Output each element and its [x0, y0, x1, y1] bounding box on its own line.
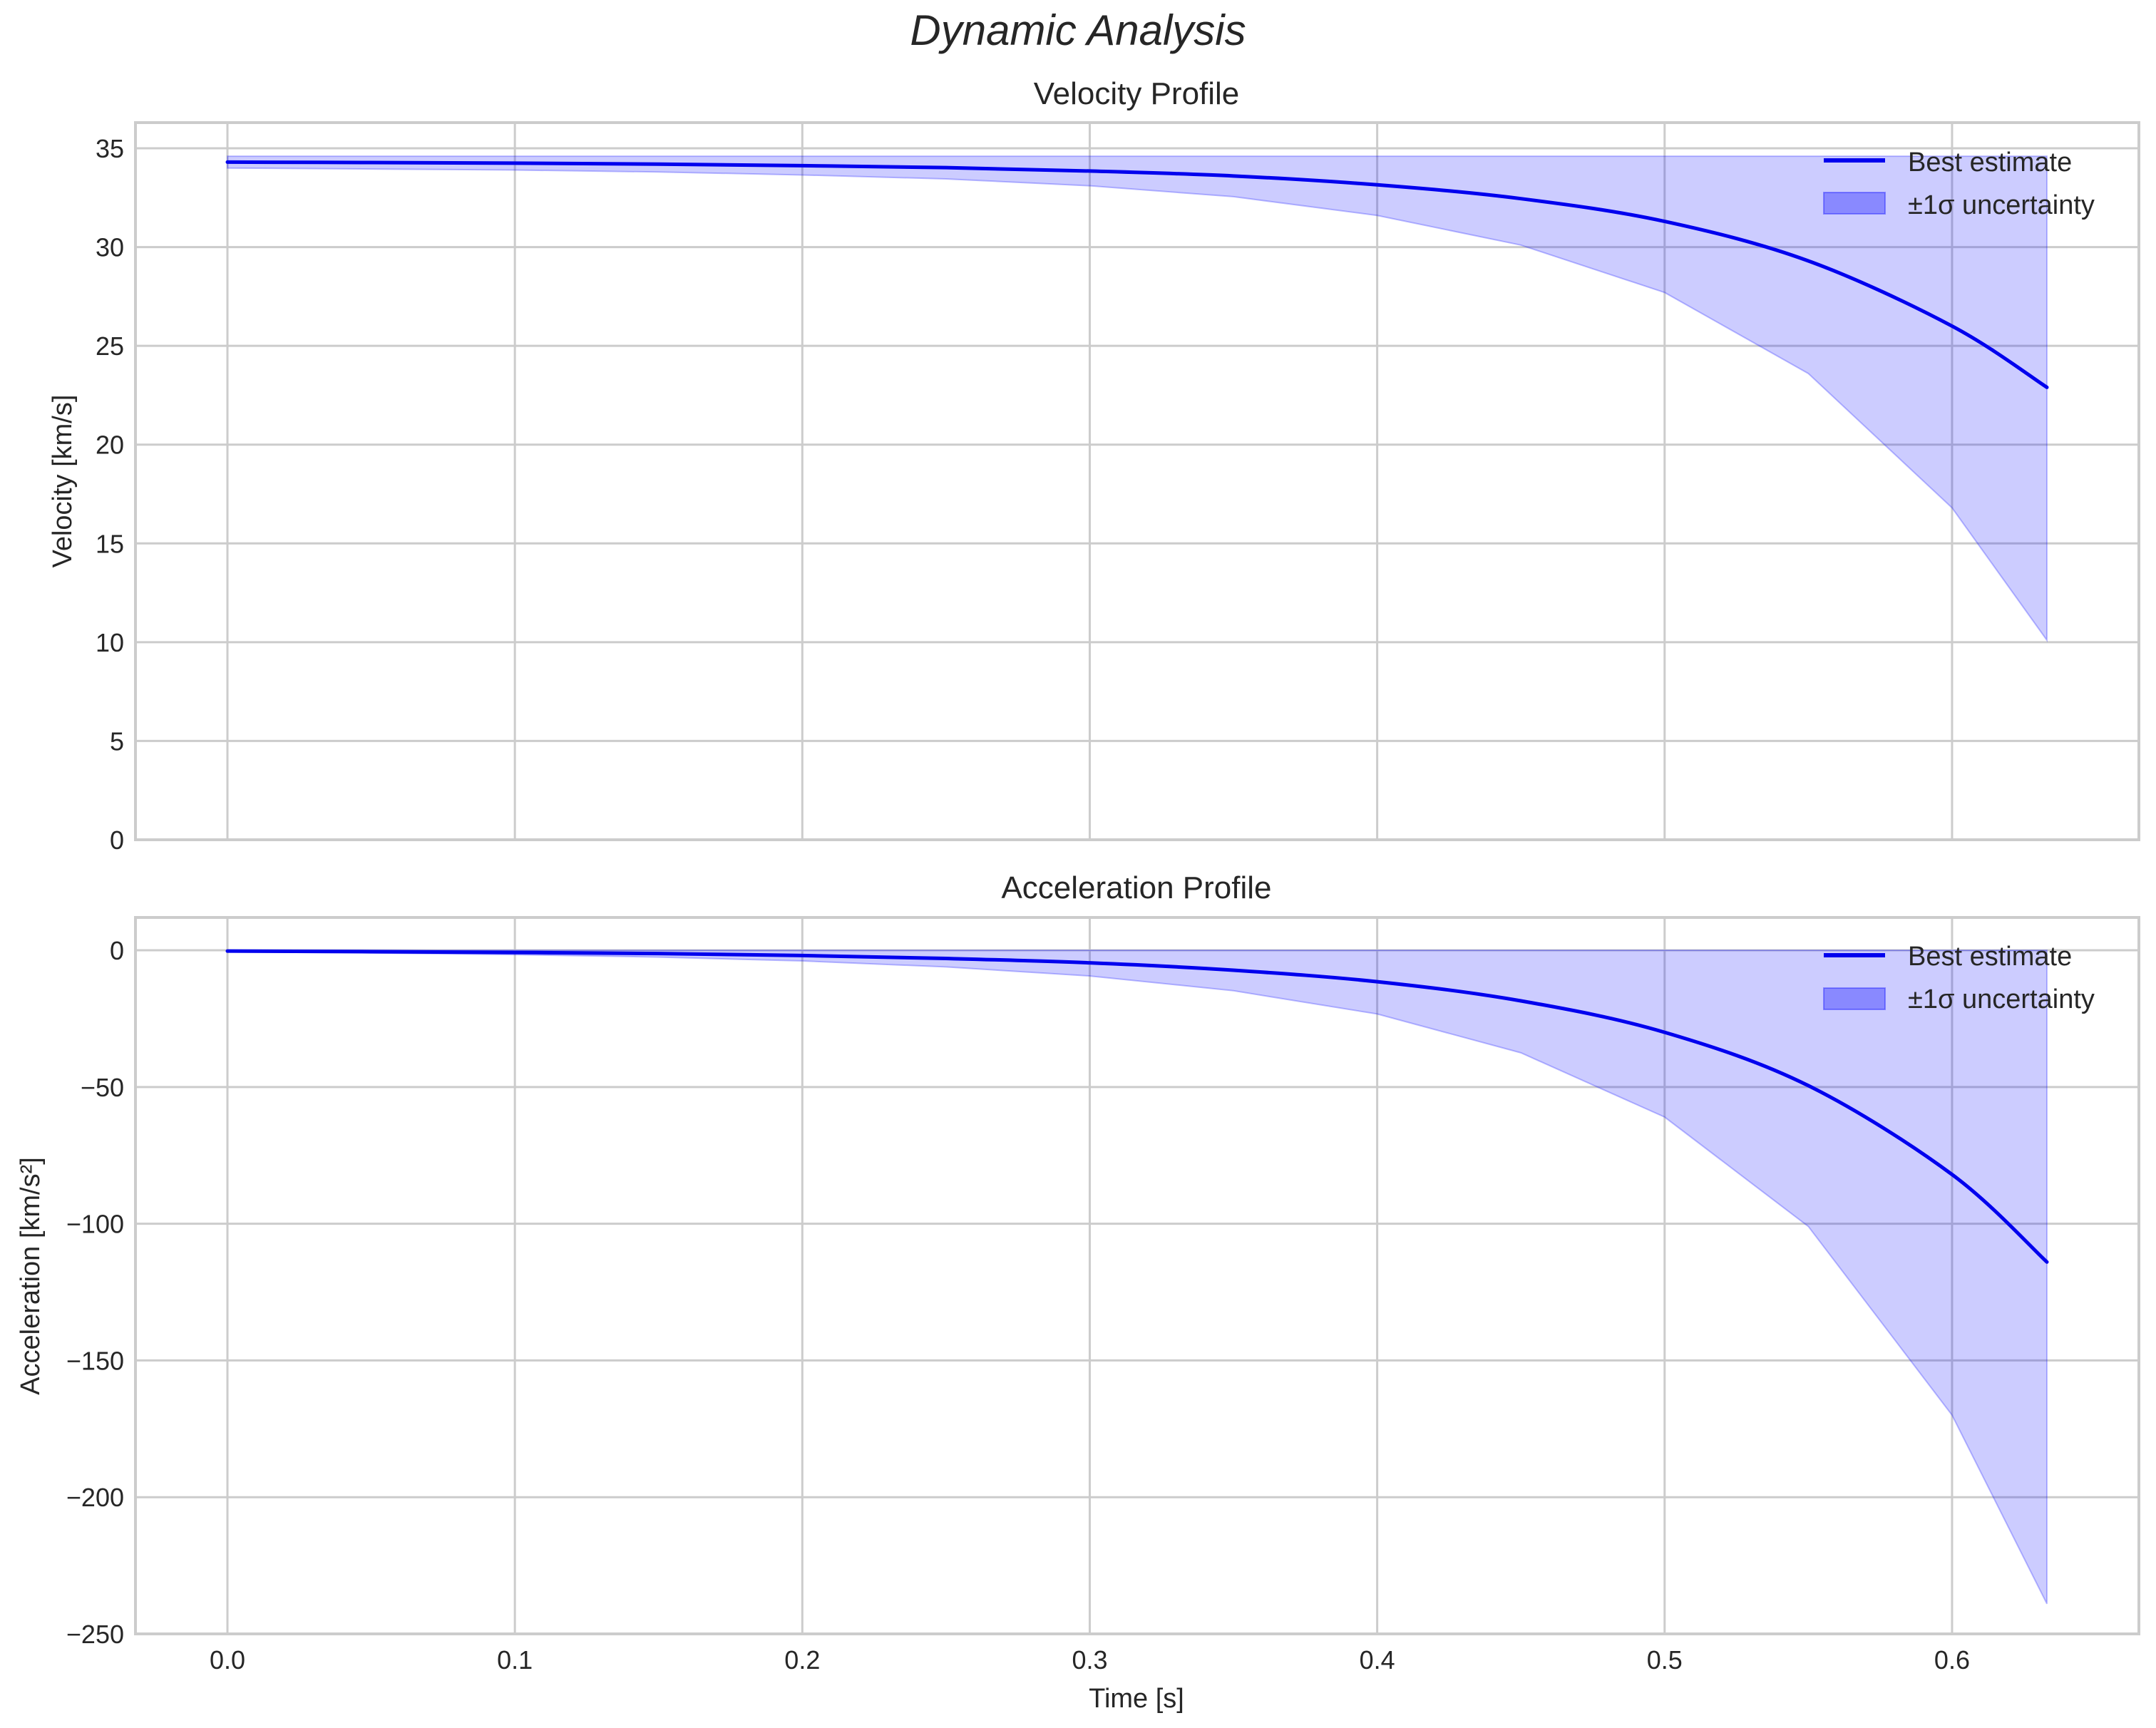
y-tick-label: −150 [66, 1346, 124, 1375]
x-tick-label: 0.6 [1934, 1645, 1970, 1675]
x-tick-label: 0.5 [1647, 1645, 1683, 1675]
x-axis-label: Time [s] [1089, 1684, 1184, 1714]
acceleration-y-ticks: 0 −50 −100 −150 −200 −250 [66, 936, 124, 1649]
legend-label-uncertainty: ±1σ uncertainty [1908, 190, 2095, 220]
legend-label-uncertainty: ±1σ uncertainty [1908, 984, 2095, 1014]
y-tick-label: 35 [96, 134, 124, 163]
y-tick-label: −100 [66, 1210, 124, 1239]
velocity-y-label: Velocity [km/s] [48, 395, 78, 568]
acceleration-y-label: Acceleration [km/s²] [16, 1157, 46, 1395]
velocity-y-ticks: 0 5 10 15 20 25 30 35 [96, 134, 124, 855]
legend-band-swatch [1823, 987, 1886, 1010]
velocity-uncertainty-band [227, 155, 2048, 643]
legend-band-swatch [1823, 192, 1886, 215]
acceleration-axes: Acceleration Profile 0 −50 −100 −150 −200 −25… [16, 870, 2140, 1714]
acceleration-legend: Best estimate ±1σ uncertainty [1823, 942, 2095, 1014]
y-tick-label: −200 [66, 1483, 124, 1512]
x-tick-label: 0.4 [1360, 1645, 1395, 1675]
y-tick-label: 15 [96, 529, 124, 558]
figure-suptitle: Dynamic Analysis [910, 6, 1246, 54]
velocity-axes-title: Velocity Profile [1034, 76, 1240, 111]
legend-label-best-estimate: Best estimate [1908, 148, 2072, 178]
y-tick-label: 10 [96, 628, 124, 657]
legend-label-best-estimate: Best estimate [1908, 942, 2072, 972]
best-estimate-line [225, 949, 2049, 1264]
y-tick-label: 0 [110, 826, 124, 855]
x-tick-label: 0.1 [497, 1645, 533, 1675]
x-tick-label: 0.2 [784, 1645, 820, 1675]
x-tick-label: 0.0 [210, 1645, 245, 1675]
acceleration-axes-frame [134, 916, 2140, 1635]
y-tick-label: −250 [66, 1620, 124, 1649]
acceleration-axes-title: Acceleration Profile [1001, 870, 1271, 905]
velocity-axes-frame [134, 121, 2140, 841]
best-estimate-line [225, 160, 2049, 389]
y-tick-label: 20 [96, 431, 124, 460]
y-tick-label: 30 [96, 233, 124, 262]
velocity-axes: Velocity Profile 0 5 10 15 20 25 30 35 Velocity… [48, 76, 2140, 855]
acceleration-best-estimate-line [225, 949, 2049, 1264]
uncertainty-band-area [227, 155, 2048, 643]
uncertainty-band-area [227, 950, 2048, 1605]
y-tick-label: 5 [110, 726, 124, 756]
y-tick-label: 25 [96, 331, 124, 361]
x-tick-label: 0.3 [1072, 1645, 1107, 1675]
time-x-ticks: 0.0 0.1 0.2 0.3 0.4 0.5 0.6 [210, 1645, 1970, 1675]
y-tick-label: 0 [110, 936, 124, 965]
acceleration-uncertainty-band [227, 950, 2048, 1605]
velocity-best-estimate-line [225, 160, 2049, 389]
y-tick-label: −50 [81, 1073, 124, 1102]
velocity-legend: Best estimate ±1σ uncertainty [1823, 148, 2095, 220]
